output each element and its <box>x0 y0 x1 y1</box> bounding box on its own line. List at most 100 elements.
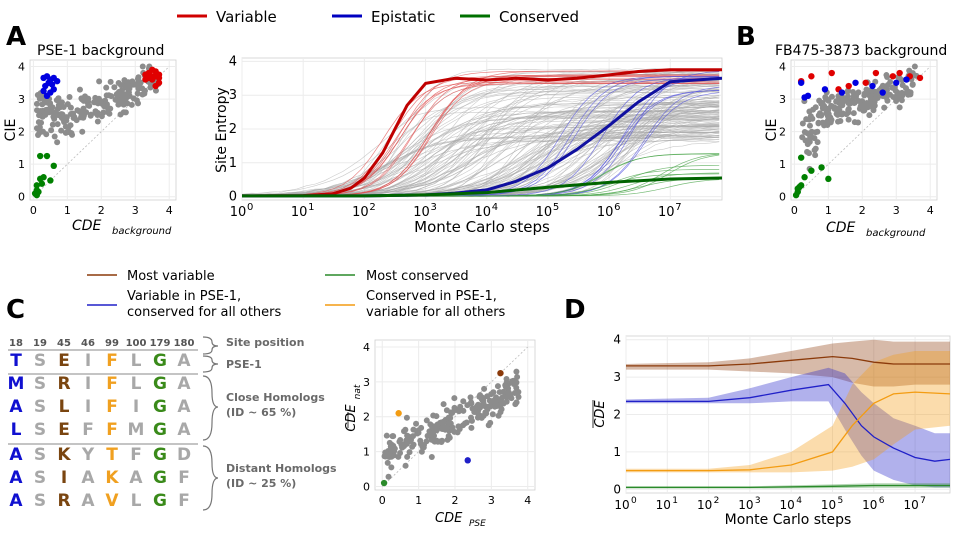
series-line-3 <box>626 484 950 489</box>
background-point <box>460 398 467 405</box>
site-position-label: 46 <box>81 338 95 349</box>
background-point <box>460 407 467 414</box>
series-point-0 <box>896 69 903 77</box>
background-point <box>397 449 404 456</box>
site-position-label: 99 <box>105 338 119 349</box>
residue: R <box>57 491 70 511</box>
x-tick-label: 10 <box>230 205 247 220</box>
background-point <box>889 84 896 91</box>
background-point <box>385 473 392 480</box>
background-point <box>803 116 810 123</box>
x-tick-exponent: 5 <box>553 202 559 213</box>
y-tick-label: 3 <box>613 370 621 384</box>
series-point-1 <box>893 79 900 86</box>
background-point <box>104 104 111 111</box>
label-close-id: (ID ~ 65 %) <box>226 406 296 419</box>
residue: A <box>9 445 23 465</box>
series-point-1 <box>53 77 61 85</box>
background-point <box>67 122 74 129</box>
background-point <box>799 134 806 141</box>
background-point <box>34 107 41 114</box>
x-tick-exponent: 1 <box>672 496 678 506</box>
x-tick-exponent: 6 <box>614 202 620 213</box>
background-point <box>104 109 111 116</box>
residue: A <box>81 468 95 488</box>
site-position-label: 180 <box>174 338 195 349</box>
panel-letter-b: B <box>736 22 756 52</box>
background-point <box>851 99 858 106</box>
x-tick-label: 3 <box>488 494 495 507</box>
background-point <box>92 98 99 105</box>
x-tick-label: 10 <box>862 498 877 512</box>
background-point <box>494 383 501 390</box>
background-point <box>103 84 110 91</box>
background-point <box>399 444 406 451</box>
background-point <box>48 127 55 134</box>
x-tick-exponent: 0 <box>631 496 637 506</box>
background-point <box>78 108 85 115</box>
y-tick-label: 1 <box>363 446 370 459</box>
background-point <box>35 132 42 139</box>
background-point <box>438 439 445 446</box>
residue: S <box>34 397 46 417</box>
background-point <box>507 391 514 398</box>
x-tick-label: 10 <box>656 498 671 512</box>
series-point-2 <box>801 174 808 181</box>
label-site-position: Site position <box>226 336 304 349</box>
background-point <box>386 439 393 446</box>
brace <box>202 445 219 511</box>
y-tick-label: 4 <box>229 54 237 69</box>
residue: S <box>34 445 46 465</box>
series-point-2 <box>808 167 815 174</box>
chart-d-xlabel: Monte Carlo steps <box>725 512 852 528</box>
x-tick-label: 1 <box>415 494 422 507</box>
residue: T <box>106 445 118 465</box>
background-trajectory <box>242 116 720 197</box>
background-point <box>873 92 880 99</box>
residue: S <box>34 351 46 371</box>
background-point <box>905 89 912 96</box>
background-point <box>483 403 490 410</box>
background-point <box>845 100 852 107</box>
y-tick-label: 2 <box>363 411 370 424</box>
background-point <box>824 96 831 103</box>
residue: I <box>85 397 91 417</box>
background-point <box>36 112 43 119</box>
series-point-0 <box>862 79 869 86</box>
background-point <box>495 412 502 419</box>
chart-a-xlabel: CDE <box>72 218 102 234</box>
x-tick-exponent: 5 <box>837 496 843 506</box>
background-point <box>493 394 500 401</box>
residue: G <box>153 445 167 465</box>
background-point <box>98 113 105 120</box>
y-tick-label: 0 <box>779 191 786 204</box>
background-point <box>850 93 857 100</box>
series-point-1 <box>869 82 876 90</box>
residue: I <box>133 397 139 417</box>
y-tick-label: 0 <box>18 191 25 204</box>
brace <box>202 336 219 355</box>
residue: L <box>131 351 142 371</box>
background-point <box>884 74 891 81</box>
legend-label-var-pse-1: Variable in PSE-1, <box>127 289 241 304</box>
background-point <box>451 428 458 435</box>
background-point <box>510 377 517 384</box>
legend-label-cons-pse-1: Conserved in PSE-1, <box>366 289 497 304</box>
background-point <box>40 128 47 135</box>
residue: V <box>105 491 119 511</box>
background-point <box>844 93 851 100</box>
background-point <box>428 454 435 461</box>
series-point-2 <box>50 162 57 170</box>
background-point <box>87 112 94 119</box>
background-point <box>513 384 520 391</box>
series-point-0 <box>155 74 163 82</box>
residue: Y <box>81 445 95 465</box>
y-tick-label: 2 <box>779 126 786 139</box>
series-point-1 <box>40 87 47 95</box>
background-point <box>447 414 454 421</box>
residue: M <box>8 374 25 394</box>
residue: A <box>177 351 191 371</box>
chart-a-xlabel-sub: background <box>112 226 172 237</box>
residue: L <box>131 491 142 511</box>
label-distant-homologs: Distant Homologs <box>226 462 337 475</box>
